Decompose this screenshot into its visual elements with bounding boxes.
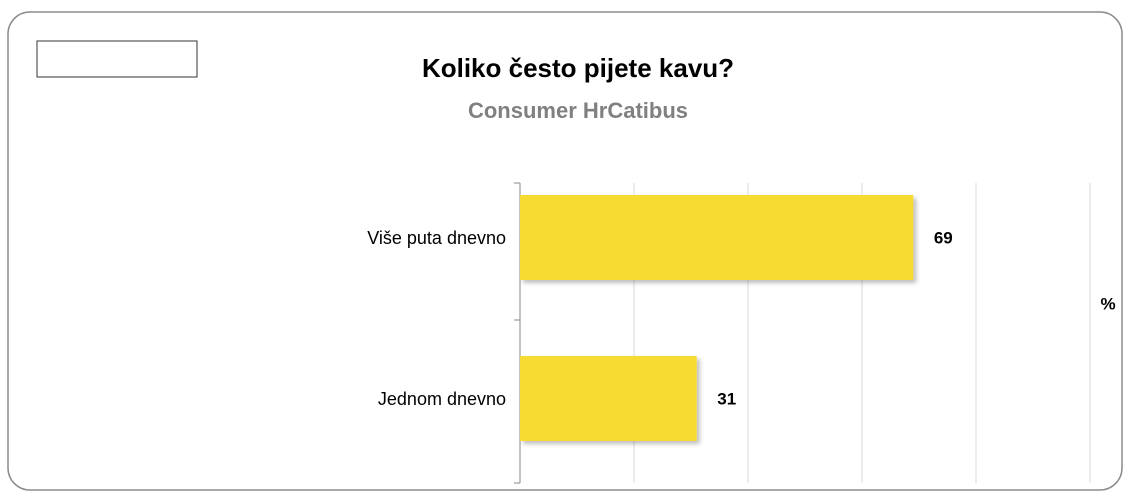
chart-title: Koliko često pijete kavu? [422, 53, 734, 83]
bar [520, 195, 914, 280]
y-tick-label: Više puta dnevno [367, 228, 506, 248]
axis-label: % [1100, 294, 1115, 313]
empty-box [36, 40, 198, 78]
bar [520, 356, 697, 441]
chart-subtitle: Consumer HrCatibus [468, 98, 688, 123]
value-label: 31 [717, 389, 736, 408]
value-label: 69 [934, 228, 953, 247]
y-tick-label: Jednom dnevno [378, 389, 506, 409]
